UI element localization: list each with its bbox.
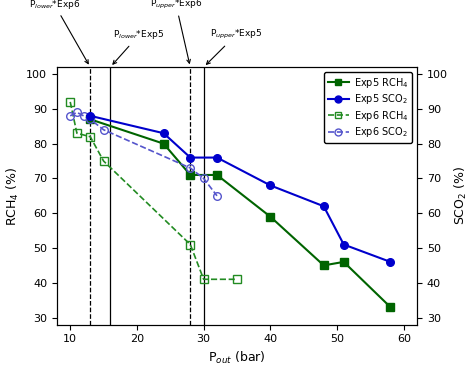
- Exp6 RCH$_4$: [67, 100, 73, 104]
- Text: P$_{lower}$*Exp6: P$_{lower}$*Exp6: [28, 0, 88, 64]
- Exp5 RCH$_4$: [161, 141, 166, 146]
- Exp6 SCO$_2$: [67, 114, 73, 118]
- Y-axis label: RCH$_4$ (%): RCH$_4$ (%): [4, 166, 20, 226]
- Exp5 SCO$_2$: [87, 114, 93, 118]
- X-axis label: P$_{out}$ (bar): P$_{out}$ (bar): [208, 350, 266, 366]
- Exp6 SCO$_2$: [101, 128, 107, 132]
- Line: Exp5 RCH$_4$: Exp5 RCH$_4$: [86, 116, 394, 311]
- Exp5 SCO$_2$: [388, 260, 393, 264]
- Exp6 RCH$_4$: [101, 159, 107, 163]
- Exp6 SCO$_2$: [187, 166, 193, 170]
- Exp5 RCH$_4$: [341, 260, 346, 264]
- Exp6 SCO$_2$: [214, 194, 220, 198]
- Exp6 RCH$_4$: [74, 131, 80, 135]
- Exp5 SCO$_2$: [161, 131, 166, 135]
- Exp5 RCH$_4$: [267, 214, 273, 219]
- Exp5 RCH$_4$: [87, 117, 93, 122]
- Text: P$_{lower}$*Exp5: P$_{lower}$*Exp5: [113, 28, 164, 64]
- Exp5 RCH$_4$: [321, 263, 327, 267]
- Exp5 RCH$_4$: [214, 173, 220, 177]
- Text: P$_{upper}$*Exp6: P$_{upper}$*Exp6: [150, 0, 202, 63]
- Exp5 SCO$_2$: [214, 155, 220, 160]
- Exp6 RCH$_4$: [234, 277, 240, 282]
- Exp6 SCO$_2$: [81, 114, 86, 118]
- Exp6 RCH$_4$: [201, 277, 207, 282]
- Y-axis label: SCO$_2$ (%): SCO$_2$ (%): [454, 166, 470, 225]
- Text: P$_{upper}$*Exp5: P$_{upper}$*Exp5: [207, 28, 262, 64]
- Line: Exp6 RCH$_4$: Exp6 RCH$_4$: [66, 98, 241, 283]
- Exp6 RCH$_4$: [87, 134, 93, 139]
- Exp5 SCO$_2$: [187, 155, 193, 160]
- Exp5 SCO$_2$: [267, 183, 273, 188]
- Exp5 RCH$_4$: [187, 173, 193, 177]
- Line: Exp5 SCO$_2$: Exp5 SCO$_2$: [86, 112, 394, 266]
- Exp6 RCH$_4$: [187, 242, 193, 247]
- Exp6 SCO$_2$: [74, 110, 80, 115]
- Exp5 SCO$_2$: [321, 204, 327, 209]
- Exp5 SCO$_2$: [341, 242, 346, 247]
- Exp6 SCO$_2$: [201, 176, 207, 181]
- Exp5 RCH$_4$: [388, 305, 393, 309]
- Legend: Exp5 RCH$_4$, Exp5 SCO$_2$, Exp6 RCH$_4$, Exp6 SCO$_2$: Exp5 RCH$_4$, Exp5 SCO$_2$, Exp6 RCH$_4$…: [324, 72, 412, 143]
- Line: Exp6 SCO$_2$: Exp6 SCO$_2$: [66, 109, 221, 200]
- Exp6 SCO$_2$: [87, 117, 93, 122]
